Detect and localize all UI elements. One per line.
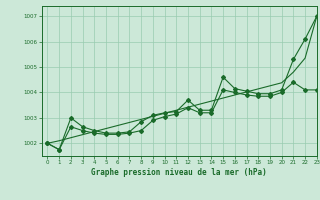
X-axis label: Graphe pression niveau de la mer (hPa): Graphe pression niveau de la mer (hPa) — [91, 168, 267, 177]
